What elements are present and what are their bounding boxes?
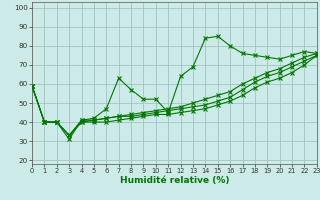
X-axis label: Humidité relative (%): Humidité relative (%): [120, 176, 229, 185]
